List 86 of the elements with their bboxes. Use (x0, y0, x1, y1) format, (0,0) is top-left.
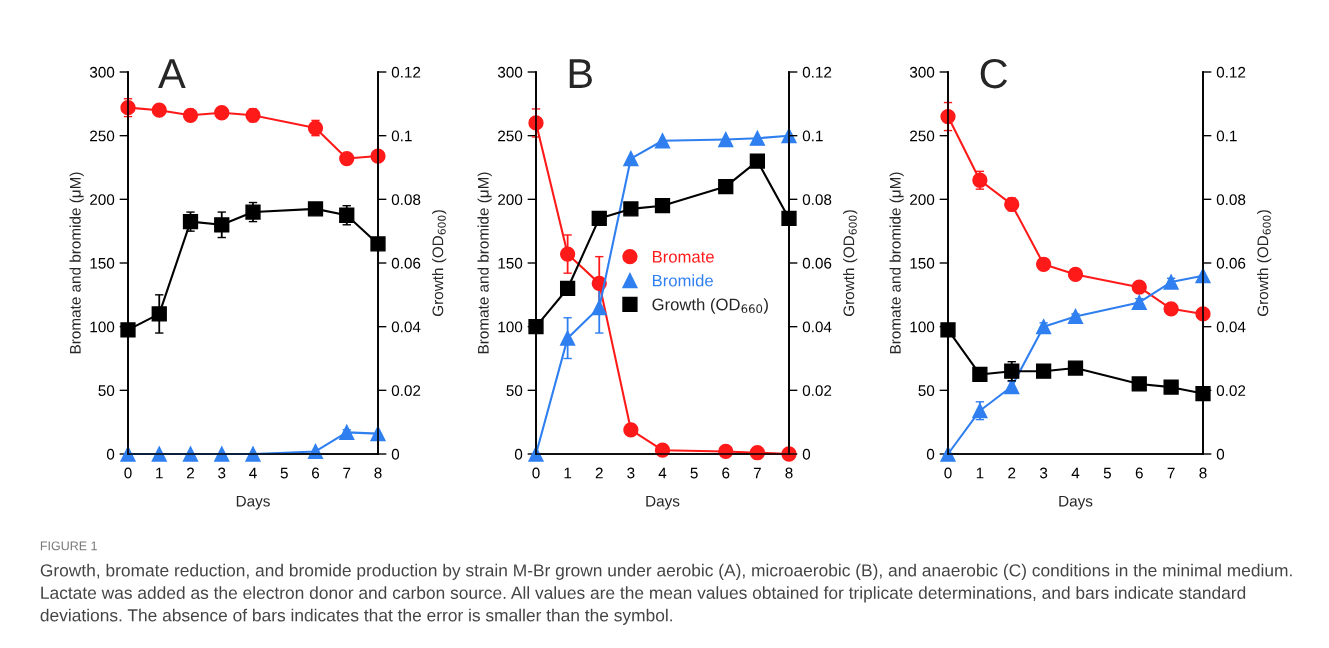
x-tick-label: 4 (1071, 467, 1080, 479)
y2-tick-label: 0 (1216, 448, 1225, 460)
x-tick-label: 2 (595, 467, 603, 479)
chart-title: C (980, 58, 1008, 89)
chart-title: A (158, 59, 186, 88)
y2-tick-label: 0.06 (391, 257, 421, 269)
legend-label: Bromide (652, 274, 713, 287)
y2-tick-label: 0.04 (1216, 321, 1246, 333)
y-tick-label: 300 (89, 66, 115, 78)
x-tick-label: 7 (343, 467, 351, 479)
x-axis-title: Days (1059, 495, 1093, 510)
y2-tick-label: 0.02 (802, 385, 832, 397)
y2-tick-label: 0.12 (1216, 66, 1246, 78)
y2-tick-label: 0.04 (391, 321, 421, 333)
y-tick-label: 100 (90, 321, 115, 333)
y-tick-label: 250 (90, 130, 115, 142)
y2-tick-label: 0.12 (802, 66, 832, 78)
x-tick-label: 2 (187, 467, 194, 479)
y2-tick-label: 0.02 (1216, 385, 1246, 397)
y2-tick-label: 0.12 (391, 66, 421, 78)
y2-tick-label: 0.1 (802, 130, 823, 142)
x-tick-label: 1 (976, 467, 984, 479)
x-tick-label: 0 (124, 467, 132, 479)
x-tick-label: 4 (249, 467, 257, 479)
legend-label: Bromate (652, 251, 714, 263)
y2-tick-label: 0.04 (802, 321, 832, 333)
y2-tick-label: 0.08 (802, 194, 832, 206)
y-tick-label: 100 (498, 321, 523, 333)
y-tick-label: 250 (910, 130, 935, 142)
x-tick-label: 3 (218, 467, 226, 479)
legend-label: Growth (OD$_{660}$) (652, 298, 768, 314)
y-tick-label: 200 (90, 194, 115, 206)
x-tick-label: 0 (532, 467, 540, 479)
y-tick-label: 50 (98, 385, 115, 397)
y2-axis-title: Growth (OD$_{600}$) (843, 210, 858, 317)
y-axis-title: Bromate and bromide (μM) (477, 172, 492, 354)
x-tick-label: 5 (690, 467, 698, 479)
y2-tick-label: 0 (391, 448, 400, 460)
y2-tick-label: 0.06 (1216, 257, 1246, 269)
x-tick-label: 5 (280, 467, 288, 479)
y-tick-label: 200 (910, 194, 935, 206)
y2-tick-label: 0.08 (391, 194, 421, 206)
y2-tick-label: 0.1 (1216, 130, 1237, 142)
x-axis-title: Days (646, 495, 680, 510)
x-tick-label: 4 (658, 467, 667, 479)
x-tick-label: 1 (156, 467, 163, 479)
y-tick-label: 300 (497, 66, 523, 78)
y2-tick-label: 0.1 (391, 130, 412, 142)
x-tick-label: 0 (944, 467, 952, 479)
y-tick-label: 150 (498, 257, 523, 269)
x-axis-title: Days (236, 495, 270, 510)
x-tick-label: 8 (1199, 467, 1207, 479)
y-tick-label: 200 (498, 194, 523, 206)
y-tick-label: 50 (506, 385, 523, 397)
x-tick-label: 6 (312, 467, 320, 479)
y-tick-label: 150 (90, 257, 115, 269)
y-tick-label: 250 (498, 130, 523, 142)
caption: FIGURE 1 (40, 541, 97, 551)
x-tick-label: 3 (627, 467, 635, 479)
y2-tick-label: 0.08 (1216, 194, 1246, 206)
y2-tick-label: 0.06 (802, 257, 832, 269)
x-tick-label: 8 (374, 467, 382, 479)
x-tick-label: 2 (1008, 467, 1016, 479)
y2-axis-title: Growth (OD$_{600}$) (1257, 210, 1272, 317)
x-tick-label: 6 (722, 467, 730, 479)
y-tick-label: 50 (918, 385, 935, 397)
y2-tick-label: 0 (802, 448, 811, 460)
chart-title: B (569, 59, 592, 88)
x-tick-label: 5 (1103, 467, 1111, 479)
x-tick-label: 8 (785, 467, 793, 479)
x-tick-label: 7 (1167, 467, 1175, 479)
y-axis-title: Bromate and bromide (μM) (69, 172, 84, 354)
y-tick-label: 300 (909, 66, 935, 78)
y2-tick-label: 0.02 (391, 385, 421, 397)
y-tick-label: 0 (106, 448, 115, 460)
x-tick-label: 6 (1135, 467, 1143, 479)
y-tick-label: 100 (910, 321, 935, 333)
y-tick-label: 0 (514, 448, 523, 460)
y2-axis-title: Growth (OD$_{600}$) (432, 210, 447, 317)
x-tick-label: 7 (753, 467, 761, 479)
x-tick-label: 3 (1039, 467, 1048, 479)
y-tick-label: 150 (910, 257, 935, 269)
text: Growth, bromate reduction, and bromide production by strain M-Br grown under aerobic (A), microaerobic (B), and anaerobic (C) conditions in the minimal medium. Lactate was added as the electron donor and carbon source. All values are the mean values obtained for triplicate determinations, and bars indicate standard deviations. The absence of bars indicates that the error is smaller than the symbol. (40, 563, 1292, 625)
y-axis-title: Bromate and bromide (μM) (889, 172, 904, 354)
x-tick-label: 1 (564, 467, 572, 479)
y-tick-label: 0 (926, 448, 935, 460)
